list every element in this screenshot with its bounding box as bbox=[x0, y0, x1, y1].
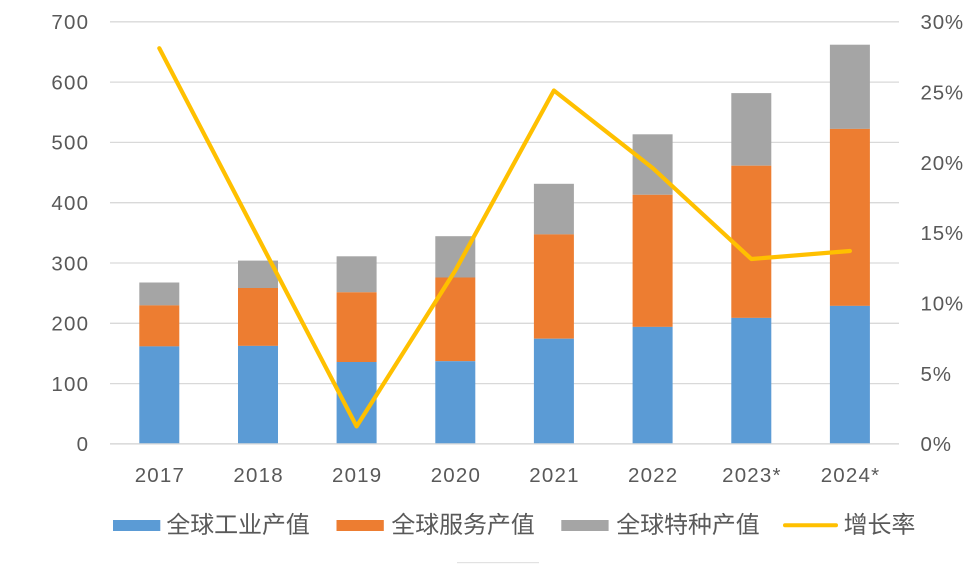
svg-text:25%: 25% bbox=[921, 81, 964, 104]
svg-text:5%: 5% bbox=[921, 363, 952, 386]
svg-text:2018: 2018 bbox=[233, 464, 283, 487]
svg-text:0: 0 bbox=[77, 433, 90, 456]
svg-text:2017: 2017 bbox=[135, 464, 185, 487]
svg-text:2023*: 2023* bbox=[722, 464, 782, 487]
svg-text:300: 300 bbox=[51, 252, 89, 275]
svg-text:20%: 20% bbox=[921, 152, 964, 175]
svg-text:2021: 2021 bbox=[529, 464, 579, 487]
svg-text:0%: 0% bbox=[921, 433, 952, 456]
svg-text:2022: 2022 bbox=[628, 464, 678, 487]
svg-text:700: 700 bbox=[51, 11, 89, 34]
svg-text:2020: 2020 bbox=[431, 464, 481, 487]
svg-text:2019: 2019 bbox=[332, 464, 382, 487]
svg-text:400: 400 bbox=[51, 192, 89, 215]
svg-text:10%: 10% bbox=[921, 293, 964, 316]
svg-text:200: 200 bbox=[51, 313, 89, 336]
svg-text:600: 600 bbox=[51, 71, 89, 94]
svg-text:100: 100 bbox=[51, 373, 89, 396]
svg-text:30%: 30% bbox=[921, 11, 964, 34]
svg-text:15%: 15% bbox=[921, 222, 964, 245]
svg-text:500: 500 bbox=[51, 132, 89, 155]
svg-text:2024*: 2024* bbox=[821, 464, 881, 487]
